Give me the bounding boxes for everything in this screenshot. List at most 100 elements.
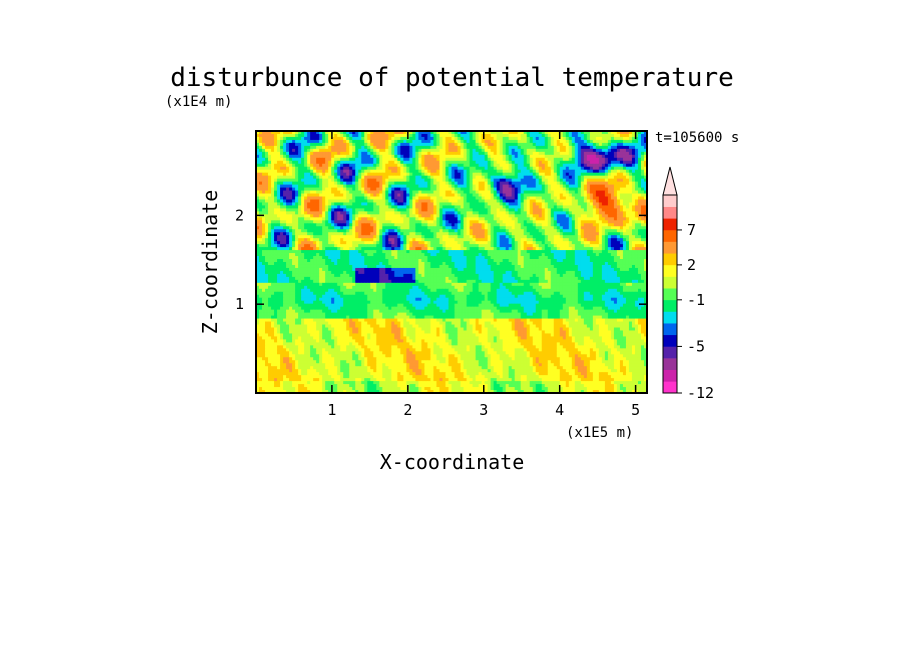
field-cell	[436, 220, 440, 224]
field-cell	[490, 214, 495, 218]
field-cell	[634, 142, 639, 147]
field-cell	[280, 199, 284, 203]
field-cell	[637, 211, 642, 215]
field-cell	[526, 181, 531, 185]
field-cell	[316, 163, 320, 168]
field-cell	[478, 241, 482, 245]
field-cell	[544, 133, 549, 138]
field-cell	[550, 223, 555, 227]
field-cell	[412, 166, 416, 171]
field-cell	[532, 217, 537, 221]
field-cell	[334, 202, 338, 206]
field-cell	[508, 241, 513, 245]
field-cell	[307, 241, 311, 245]
field-cell	[547, 157, 552, 162]
field-cell	[409, 211, 413, 215]
field-cell	[358, 187, 362, 191]
field-cell	[565, 145, 570, 150]
field-cell	[466, 181, 470, 185]
field-cell	[274, 244, 278, 248]
field-cell	[484, 199, 488, 203]
field-cell	[277, 166, 281, 171]
field-cell	[520, 193, 525, 197]
field-cell	[577, 220, 582, 224]
field-cell	[283, 205, 287, 209]
field-cell	[574, 187, 579, 191]
field-cell	[565, 148, 570, 153]
field-cell	[409, 136, 413, 141]
field-cell	[526, 142, 531, 147]
field-cell	[370, 184, 374, 188]
field-cell	[622, 160, 627, 165]
field-cell	[373, 187, 377, 191]
field-cell	[265, 187, 269, 191]
field-cell	[532, 205, 537, 209]
field-cell	[364, 151, 368, 156]
field-cell	[493, 217, 498, 221]
field-cell	[307, 133, 311, 138]
field-cell	[442, 145, 446, 150]
field-cell	[400, 187, 404, 191]
field-cell	[439, 131, 443, 135]
field-cell	[643, 163, 647, 168]
field-cell	[430, 223, 434, 227]
field-cell	[325, 238, 329, 242]
field-cell	[289, 235, 293, 239]
field-cell	[262, 154, 266, 159]
field-cell	[358, 145, 362, 150]
field-cell	[361, 160, 365, 165]
field-cell	[517, 136, 522, 141]
field-cell	[283, 229, 287, 233]
field-cell	[550, 217, 555, 221]
field-cell	[436, 217, 440, 221]
field-cell	[328, 238, 332, 242]
field-cell	[343, 214, 347, 218]
field-cell	[586, 205, 591, 209]
field-cell	[415, 187, 419, 191]
field-cell	[310, 241, 314, 245]
field-cell	[481, 154, 485, 159]
field-cell	[433, 211, 437, 215]
field-cell	[391, 229, 395, 233]
field-cell	[304, 169, 308, 174]
field-cell	[577, 202, 582, 206]
field-cell	[286, 166, 290, 171]
field-cell	[301, 232, 305, 236]
field-cell	[466, 133, 470, 138]
field-cell	[586, 238, 591, 242]
field-cell	[544, 238, 549, 242]
field-cell	[310, 220, 314, 224]
field-cell	[610, 241, 615, 245]
field-cell	[277, 205, 281, 209]
field-cell	[328, 205, 332, 209]
field-cell	[430, 190, 434, 194]
field-cell	[406, 172, 410, 177]
field-cell	[313, 190, 317, 194]
field-cell	[442, 184, 446, 188]
field-cell	[583, 241, 588, 245]
field-cell	[601, 220, 606, 224]
field-cell	[271, 175, 275, 180]
field-cell	[532, 148, 537, 153]
field-cell	[289, 211, 293, 215]
field-cell	[418, 136, 422, 141]
field-cell	[520, 238, 525, 242]
field-cell	[454, 163, 458, 168]
field-cell	[583, 148, 588, 153]
field-cell	[511, 199, 516, 203]
field-cell	[298, 214, 302, 218]
field-cell	[367, 157, 371, 162]
field-cell	[565, 235, 570, 239]
field-cell	[571, 157, 576, 162]
field-cell	[478, 136, 482, 141]
field-cell	[286, 142, 290, 147]
field-cell	[487, 229, 491, 233]
field-cell	[370, 196, 374, 200]
field-cell	[487, 136, 491, 141]
field-cell	[289, 169, 293, 174]
field-cell	[472, 211, 476, 215]
field-cell	[565, 187, 570, 191]
field-cell	[589, 229, 594, 233]
field-cell	[340, 193, 344, 197]
field-cell	[412, 190, 416, 194]
